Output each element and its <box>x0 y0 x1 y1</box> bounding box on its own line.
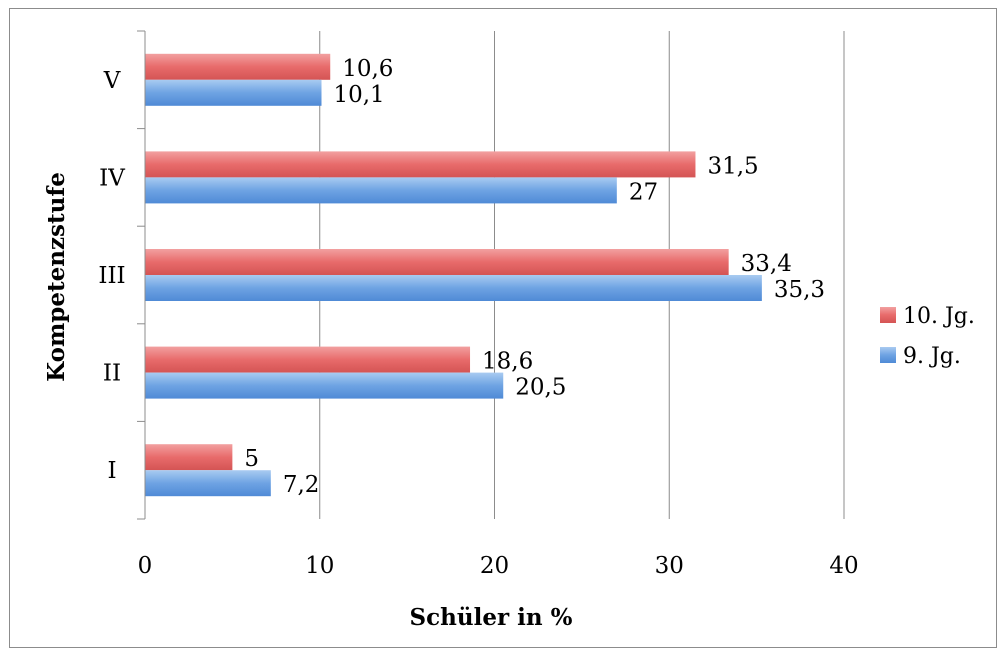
data-label: 10,6 <box>342 56 393 82</box>
bar-jg10-II <box>145 346 471 373</box>
legend: 10. Jg. 9. Jg. <box>880 304 975 369</box>
legend-swatch <box>880 307 896 323</box>
data-label: 5 <box>244 446 259 472</box>
x-tick-label: 30 <box>655 553 684 579</box>
data-label: 20,5 <box>515 375 566 401</box>
bar-jg9-II <box>145 372 504 399</box>
bar-jg10-IV <box>145 151 696 178</box>
legend-swatch <box>880 347 896 363</box>
data-label: 35,3 <box>774 277 825 303</box>
x-axis-title: Schüler in % <box>410 604 573 631</box>
bar-jg9-III <box>145 275 762 301</box>
data-label: 7,2 <box>283 472 320 498</box>
data-label: 31,5 <box>707 153 758 179</box>
x-tick-label: 20 <box>480 553 509 579</box>
x-tick-label: 0 <box>138 553 153 579</box>
legend-label: 9. Jg. <box>903 344 961 369</box>
category-label: III <box>98 263 125 289</box>
bar-jg9-V <box>145 79 322 106</box>
data-label: 18,6 <box>482 349 533 375</box>
bar-jg10-III <box>145 249 729 275</box>
data-label: 10,1 <box>333 82 384 108</box>
category-label: V <box>103 68 121 94</box>
category-label: I <box>107 458 116 484</box>
bar-jg9-I <box>145 470 271 497</box>
bar-jg10-V <box>145 53 331 80</box>
bar-jg9-IV <box>145 177 617 204</box>
legend-label: 10. Jg. <box>903 304 975 329</box>
category-label: IV <box>99 165 125 191</box>
chart-frame: I 5 7,2 II 18,6 20,5 III 33,4 35,3 IV 31,5 27 V 10,6 1… <box>9 8 997 648</box>
x-tick-label: 10 <box>305 553 334 579</box>
y-axis-title: Kompetenzstufe <box>43 172 70 382</box>
bar-jg10-I <box>145 444 233 471</box>
data-label: 33,4 <box>741 251 792 277</box>
category-label: II <box>103 361 121 387</box>
data-label: 27 <box>629 179 658 205</box>
x-tick-label: 40 <box>829 553 858 579</box>
